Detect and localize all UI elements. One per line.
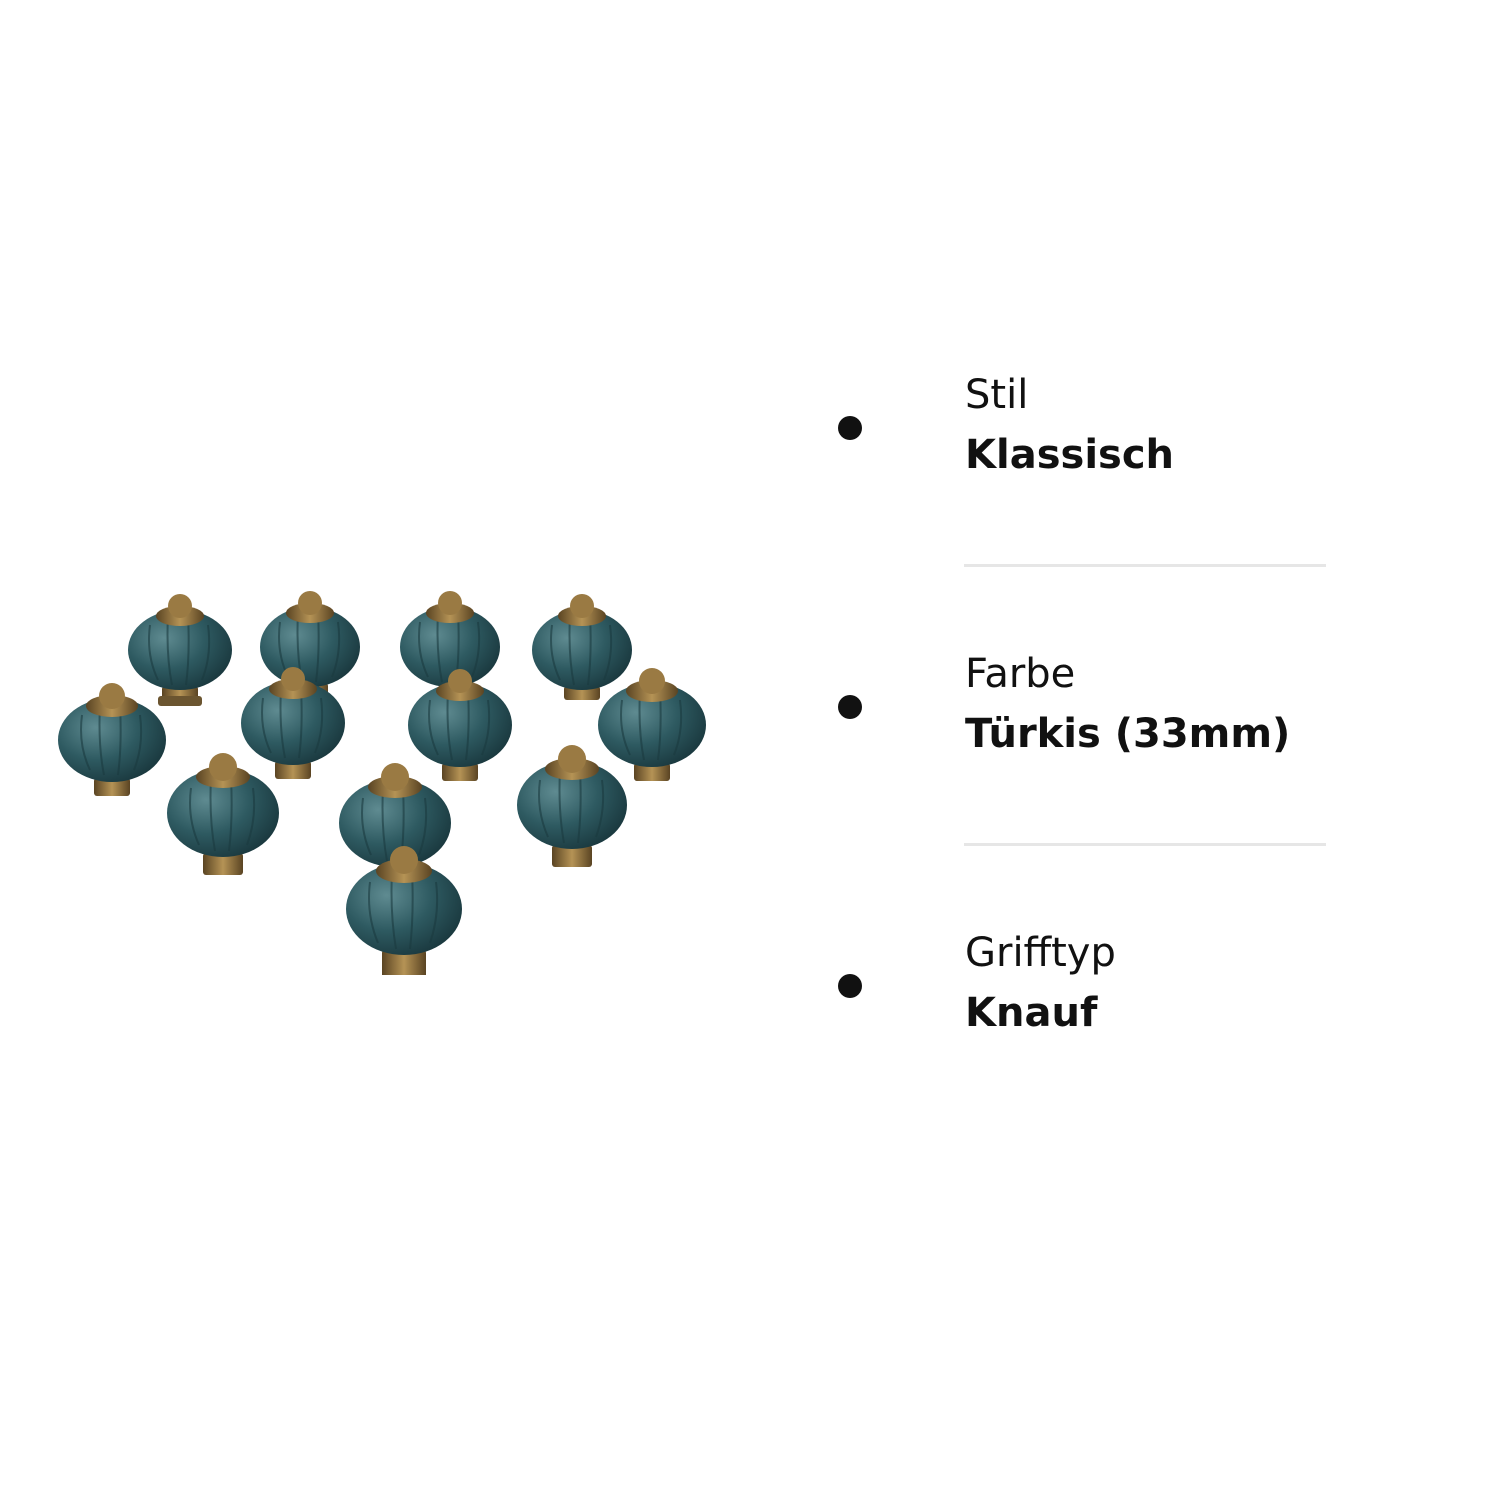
- knob-10: [339, 763, 451, 867]
- spec-value: Knauf: [965, 990, 1098, 1036]
- knob-5: [58, 683, 166, 796]
- bullet-icon: [838, 974, 862, 998]
- bullet-icon: [838, 416, 862, 440]
- spec-label: Grifftyp: [965, 930, 1116, 976]
- spec-label: Farbe: [965, 651, 1076, 697]
- knob-1: [128, 594, 232, 706]
- knob-8: [598, 668, 706, 781]
- knob-2: [260, 591, 360, 697]
- bullet-icon: [838, 695, 862, 719]
- spec-item-farbe: Farbe Türkis (33mm): [830, 639, 1330, 779]
- spec-item-stil: Stil Klassisch: [830, 360, 1330, 500]
- spec-divider: [964, 564, 1326, 567]
- knob-group: [58, 591, 706, 981]
- spec-divider: [964, 843, 1326, 846]
- knob-12: [346, 846, 462, 981]
- knob-4: [532, 594, 632, 700]
- spec-label: Stil: [965, 372, 1029, 418]
- knob-3: [400, 591, 500, 687]
- spec-value: Klassisch: [965, 432, 1175, 478]
- spec-item-grifftyp: Grifftyp Knauf: [830, 918, 1330, 1058]
- knob-11: [517, 745, 627, 867]
- knob-9: [167, 753, 279, 875]
- knob-6: [241, 667, 345, 779]
- product-image: [40, 555, 730, 981]
- knob-7: [408, 669, 512, 781]
- spec-value: Türkis (33mm): [965, 711, 1291, 757]
- spec-list: Stil Klassisch Farbe Türkis (33mm) Griff…: [830, 360, 1330, 1058]
